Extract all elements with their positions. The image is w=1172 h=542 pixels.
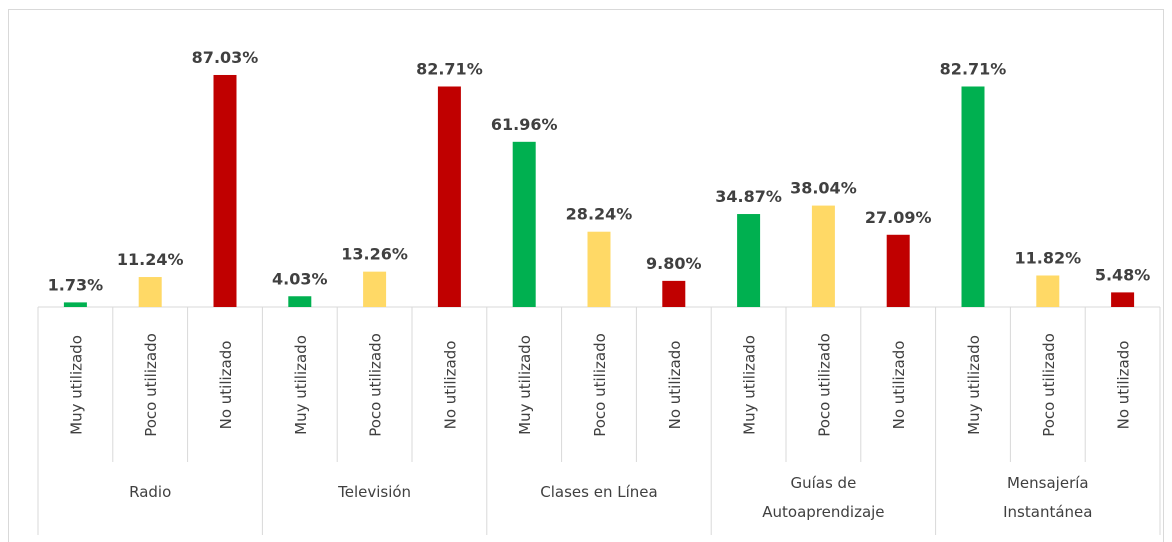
- bar: [737, 214, 761, 307]
- sub-category-label: No utilizado: [1115, 341, 1133, 430]
- value-label: 82.71%: [940, 59, 1007, 78]
- bar: [811, 205, 835, 307]
- sub-category-label: Poco utilizado: [367, 333, 385, 437]
- bar: [213, 74, 237, 307]
- sub-category-label: Poco utilizado: [142, 333, 160, 437]
- sub-category-label: Muy utilizado: [965, 335, 983, 435]
- category-label: Mensajería Instantánea: [1003, 474, 1092, 521]
- bar: [363, 271, 387, 307]
- value-label: 82.71%: [416, 59, 483, 78]
- bar: [288, 296, 312, 307]
- sub-category-label: Muy utilizado: [67, 335, 85, 435]
- sub-category-label: No utilizado: [441, 341, 459, 430]
- sub-category-label: No utilizado: [890, 341, 908, 430]
- value-label: 11.24%: [117, 250, 184, 269]
- value-label: 34.87%: [715, 187, 782, 206]
- category-label: Guías de Autoaprendizaje: [762, 474, 884, 521]
- category-label: Televisión: [337, 483, 411, 501]
- sub-category-label: Poco utilizado: [1040, 333, 1058, 437]
- sub-category-label: Muy utilizado: [741, 335, 759, 435]
- value-label: 1.73%: [48, 275, 104, 294]
- value-label: 61.96%: [491, 115, 558, 134]
- value-label: 4.03%: [272, 269, 328, 288]
- chart-frame: [8, 9, 1164, 542]
- bar: [961, 86, 985, 307]
- value-label: 38.04%: [790, 179, 857, 198]
- bar: [63, 302, 87, 307]
- value-label: 87.03%: [192, 48, 259, 67]
- category-label: Radio: [129, 483, 171, 501]
- value-label: 9.80%: [646, 254, 702, 273]
- sub-category-label: No utilizado: [666, 341, 684, 430]
- category-label: Clases en Línea: [540, 483, 657, 501]
- bar: [1111, 292, 1135, 307]
- sub-category-label: Muy utilizado: [292, 335, 310, 435]
- bar: [512, 141, 536, 307]
- value-label: 28.24%: [566, 205, 633, 224]
- bar: [1036, 275, 1060, 307]
- sub-category-label: Poco utilizado: [591, 333, 609, 437]
- bar: [587, 231, 611, 307]
- value-label: 11.82%: [1014, 248, 1081, 267]
- bar: [437, 86, 461, 307]
- sub-category-label: Poco utilizado: [815, 333, 833, 437]
- value-label: 13.26%: [341, 245, 408, 264]
- bar: [138, 277, 162, 307]
- value-label: 5.48%: [1095, 265, 1151, 284]
- sub-category-label: No utilizado: [217, 341, 235, 430]
- sub-category-label: Muy utilizado: [516, 335, 534, 435]
- value-label: 27.09%: [865, 208, 932, 227]
- bar: [662, 280, 686, 307]
- bar: [886, 234, 910, 307]
